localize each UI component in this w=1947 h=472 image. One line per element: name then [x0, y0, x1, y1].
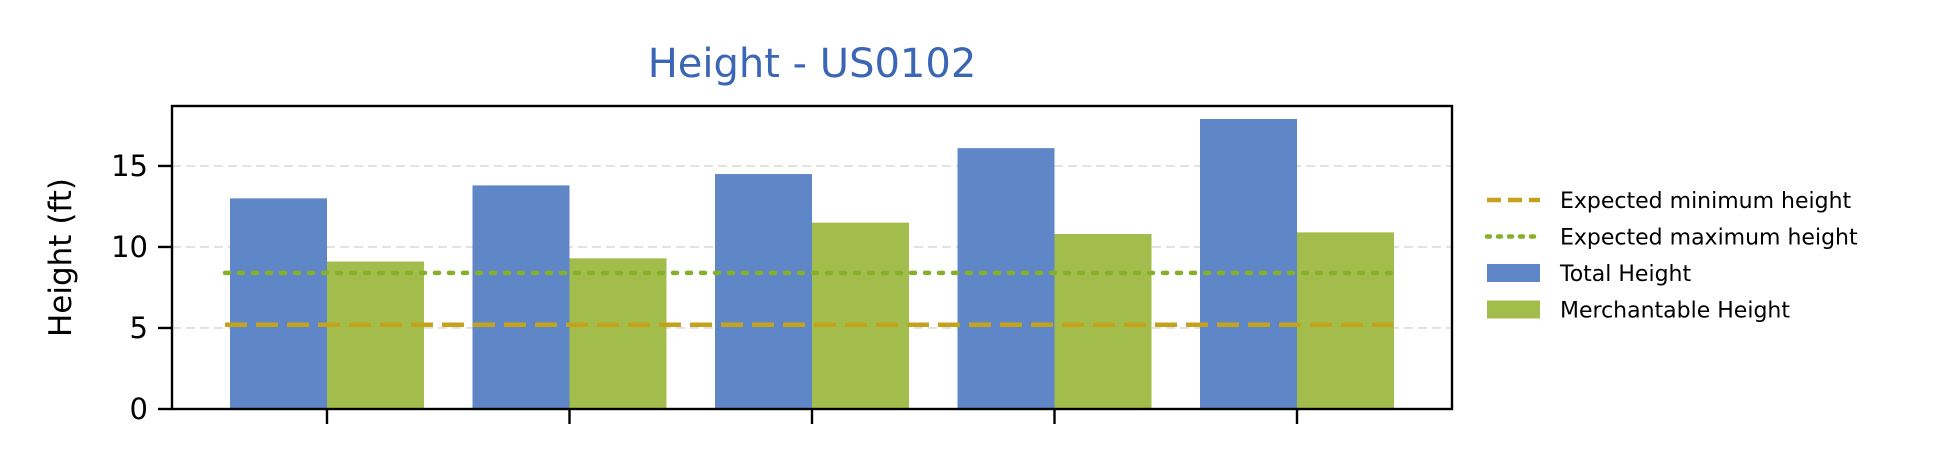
merchantable-height-bar: [1054, 234, 1152, 409]
legend-label: Total Height: [1559, 262, 1691, 287]
total-height-bar: [1200, 118, 1297, 409]
merchantable-height-bar: [569, 258, 667, 409]
y-tick-label: 0: [130, 392, 148, 426]
y-tick-label: 5: [130, 311, 148, 345]
y-tick-label: 10: [111, 230, 148, 264]
legend: Expected minimum height Expected maximum …: [1484, 189, 1858, 324]
bars: [230, 118, 1394, 409]
merchantable-height-bar: [812, 222, 909, 409]
legend-label: Merchantable Height: [1560, 299, 1790, 324]
merchantable-height-bar: [327, 261, 424, 409]
y-tick-label: 15: [111, 149, 148, 183]
total-height-bar: [472, 185, 570, 409]
axes: 0 5 10 15: [111, 149, 1299, 426]
total-height-bar: [230, 198, 327, 409]
reference-lines: [222, 270, 1396, 327]
total-height-bar: [715, 174, 812, 409]
merchantable-height-bar: [1297, 232, 1394, 409]
legend-swatch: [1487, 264, 1540, 282]
legend-label: Expected minimum height: [1560, 189, 1852, 214]
y-axis-label: Height (ft): [43, 178, 79, 337]
legend-swatch: [1487, 300, 1540, 319]
chart-title: Height - US0102: [648, 41, 977, 87]
legend-label: Expected maximum height: [1560, 226, 1858, 251]
total-height-bar: [957, 148, 1055, 409]
